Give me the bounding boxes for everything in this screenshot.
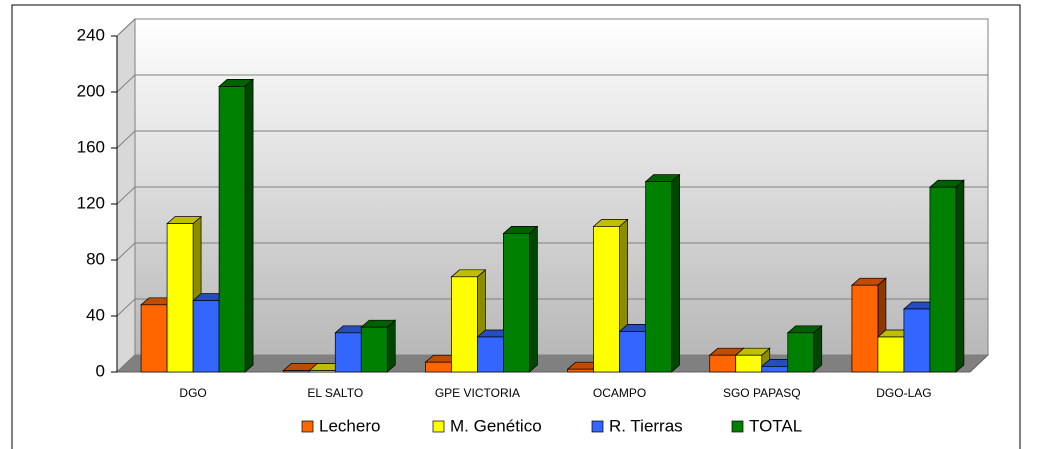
bar-side (813, 325, 823, 373)
bar-front (140, 304, 168, 373)
grid-line (116, 298, 988, 317)
bar-front (166, 223, 194, 373)
bar-side (529, 225, 538, 373)
bar-front (929, 186, 957, 373)
bar-front (425, 361, 452, 373)
grid-line (116, 74, 988, 93)
grid-line (116, 186, 988, 205)
legend-label: M. Genético (450, 416, 542, 435)
legend-label: TOTAL (749, 416, 802, 435)
bar-side (244, 78, 254, 373)
bar (218, 78, 255, 373)
bar-front (903, 308, 931, 373)
bar-side (955, 179, 965, 373)
bar (786, 325, 823, 373)
bar (644, 173, 681, 373)
bar-front (360, 326, 388, 373)
y-tick-label: 40 (86, 305, 105, 324)
bar (928, 179, 965, 373)
bar-front (192, 300, 220, 373)
y-tick-label: 200 (77, 81, 105, 100)
grid-line (116, 354, 988, 373)
bar-front (787, 332, 815, 373)
y-tick-label: 240 (77, 25, 105, 44)
y-tick-label: 160 (77, 137, 105, 156)
x-tick-label: OCAMPO (593, 386, 646, 400)
bar-front (503, 233, 530, 373)
bar-side (386, 319, 396, 373)
x-tick-label: DGO (179, 386, 206, 400)
x-tick-label: DGO-LAG (876, 386, 931, 400)
bar (734, 347, 771, 373)
legend-label: Lechero (319, 416, 380, 435)
bar-front (761, 366, 789, 373)
bar-front (593, 226, 620, 373)
grid-line (116, 130, 988, 149)
grid-line (116, 18, 988, 37)
bar (850, 277, 887, 373)
bar-front (851, 284, 879, 373)
bar (360, 319, 397, 373)
bar-front (735, 354, 763, 373)
x-tick-label: EL SALTO (307, 386, 363, 400)
bar-front (619, 331, 646, 373)
y-tick-label: 0 (96, 361, 105, 380)
y-tick-label: 120 (77, 193, 105, 212)
bar-front (477, 336, 504, 373)
bar-front (567, 368, 594, 373)
bar (502, 225, 539, 373)
grid-line (116, 242, 988, 261)
bar-front (709, 354, 737, 373)
legend-swatch (301, 420, 314, 433)
x-tick-label: SGO PAPASQ (723, 386, 801, 400)
bar-side (671, 173, 680, 373)
y-tick-label: 80 (86, 249, 105, 268)
legend-swatch (591, 420, 604, 433)
bar-front (308, 370, 336, 373)
bar-front (645, 181, 672, 373)
legend-swatch (432, 420, 445, 433)
legend-swatch (731, 420, 744, 433)
bar-front (877, 336, 905, 373)
bar-front (218, 86, 246, 373)
bar (450, 269, 487, 373)
bar-front (334, 332, 362, 373)
bar-front (451, 276, 478, 373)
legend-label: R. Tierras (609, 416, 683, 435)
x-tick-label: GPE VICTORIA (435, 386, 520, 400)
bar-front (282, 370, 310, 373)
